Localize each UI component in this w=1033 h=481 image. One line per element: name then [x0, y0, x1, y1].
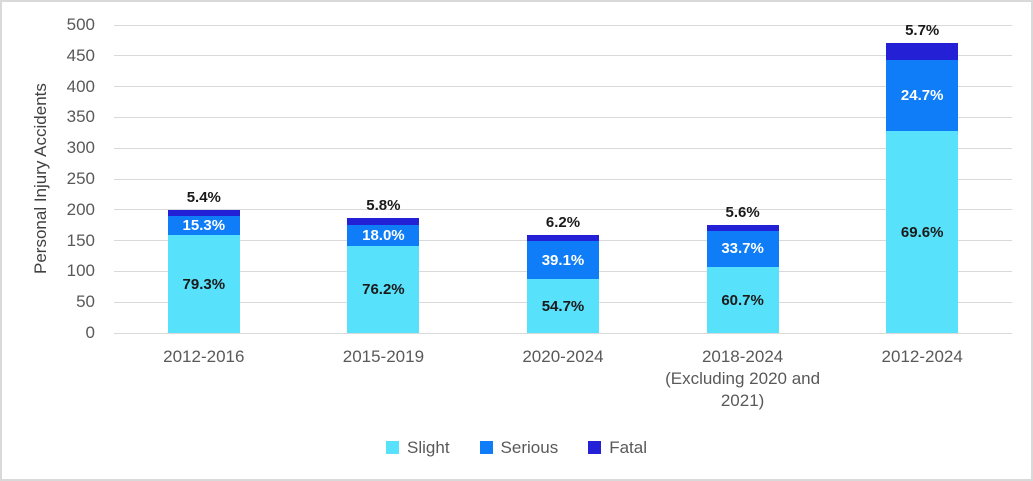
data-label-slight: 76.2% [362, 280, 405, 298]
legend-item-serious: Serious [479, 438, 559, 457]
y-axis-tick-label: 0 [85, 323, 95, 342]
y-axis-tick-label: 250 [66, 169, 95, 188]
category-label-line: 2018-2024 [701, 347, 784, 366]
bar-segment-serious: 18.0% [347, 225, 420, 246]
bar-segment-slight: 69.6% [886, 131, 959, 333]
category-label-line: 2020-2024 [522, 347, 604, 366]
data-label-serious: 24.7% [900, 87, 944, 105]
y-axis-tick-label: 300 [66, 138, 95, 158]
gridline [114, 332, 1012, 334]
data-label-fatal: 5.6% [725, 203, 760, 221]
category-label: 2012-2016 [114, 346, 294, 368]
bar-segment-slight: 54.7% [527, 279, 599, 333]
data-label-fatal: 6.2% [545, 214, 581, 232]
category-label: 2015-2019 [293, 346, 473, 368]
category-label-line: 2015-2019 [342, 347, 425, 366]
y-axis-tick-label: 200 [66, 199, 95, 219]
bar-segment-fatal [886, 43, 959, 60]
legend-label-fatal: Fatal [609, 438, 647, 457]
bar-segment-serious: 39.1% [527, 241, 599, 280]
chart-legend: Slight Serious Fatal [2, 439, 1031, 456]
legend-label-serious: Serious [500, 438, 559, 457]
y-axis-tick-label: 450 [66, 45, 95, 65]
bar-segment-serious: 24.7% [886, 59, 959, 132]
data-label-slight: 54.7% [541, 297, 585, 315]
data-label-fatal: 5.8% [366, 197, 401, 215]
y-axis-tick-label: 350 [66, 107, 95, 127]
data-label-serious: 39.1% [541, 251, 585, 269]
legend-item-fatal: Fatal [588, 439, 647, 456]
gridline [114, 24, 1012, 26]
gridline [114, 86, 1012, 88]
category-label: 2018-2024 (Excluding 2020 and 2021) [653, 346, 833, 412]
bar-segment-slight: 76.2% [347, 245, 420, 333]
data-label-fatal: 5.7% [905, 22, 940, 40]
category-label-line: 2012-2024 [881, 347, 963, 366]
legend-label-slight: Slight [407, 438, 450, 457]
data-label-slight: 69.6% [900, 223, 944, 241]
bar-segment-fatal [347, 218, 420, 226]
bar-segment-serious: 33.7% [706, 230, 779, 268]
legend-swatch-fatal-icon [588, 441, 602, 454]
category-label: 2020-2024 [473, 346, 653, 368]
data-label-serious: 18.0% [362, 226, 405, 244]
y-axis-tick-label: 50 [76, 292, 95, 312]
bar-segment-slight: 79.3% [167, 235, 240, 333]
gridline [114, 55, 1012, 57]
bar-segment-serious: 15.3% [167, 216, 240, 236]
y-axis-tick-label: 400 [66, 76, 95, 96]
y-axis-tick-label: 150 [66, 230, 95, 250]
category-label: 2012-2024 [832, 346, 1012, 368]
category-label-line: 2021) [720, 391, 765, 410]
legend-swatch-serious-icon [479, 441, 493, 454]
data-label-slight: 79.3% [182, 275, 226, 293]
gridline [114, 178, 1012, 180]
gridline [114, 147, 1012, 149]
bar-segment-fatal [527, 235, 599, 242]
bar-segment-fatal [706, 224, 779, 231]
category-label-line: (Excluding 2020 and [665, 369, 821, 388]
y-axis-tick-label: 100 [66, 261, 95, 281]
data-label-serious: 33.7% [721, 240, 764, 258]
legend-swatch-slight-icon [386, 441, 400, 454]
bar-segment-fatal [167, 209, 240, 217]
gridline [114, 116, 1012, 118]
data-label-slight: 60.7% [721, 291, 764, 309]
y-axis-tick-label: 500 [66, 15, 95, 34]
gridline [114, 209, 1012, 211]
data-label-fatal: 5.4% [186, 188, 221, 206]
category-label-line: 2012-2016 [163, 347, 245, 366]
data-label-serious: 15.3% [182, 217, 226, 235]
legend-item-slight: Slight [386, 439, 450, 456]
bar-segment-slight: 60.7% [706, 267, 779, 333]
